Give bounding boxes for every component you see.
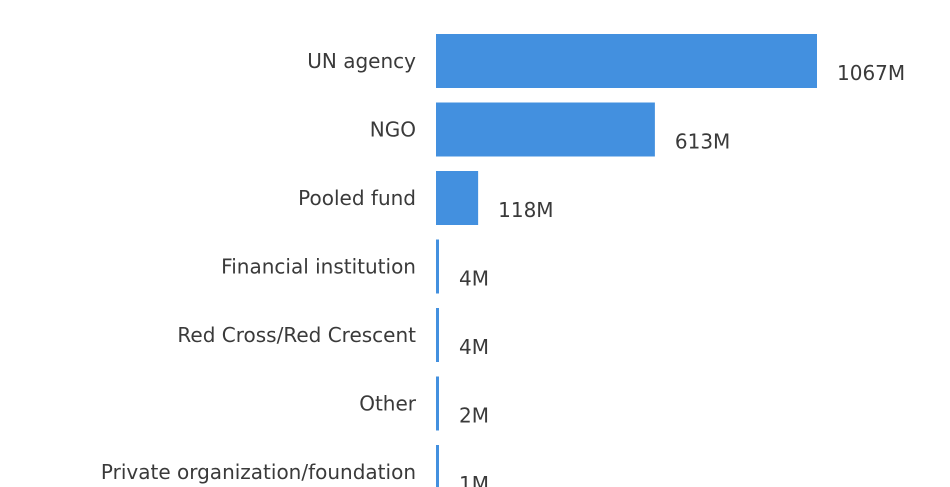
category-label: Pooled fund xyxy=(298,186,416,210)
bar xyxy=(436,239,439,294)
bar xyxy=(436,102,655,157)
category-label: UN agency xyxy=(307,49,416,73)
value-label: 4M xyxy=(459,267,489,291)
bar-row: Other 2M xyxy=(359,376,489,431)
bar xyxy=(436,34,817,88)
category-label: Private organization/foundation xyxy=(101,460,416,484)
category-label: Financial institution xyxy=(221,255,416,279)
value-label: 2M xyxy=(459,404,489,428)
value-label: 1M xyxy=(459,472,489,487)
value-label: 613M xyxy=(675,130,730,154)
bar-row: NGO 613M xyxy=(370,102,730,157)
bar xyxy=(436,445,439,487)
bar-row: Private organization/foundation 1M xyxy=(101,445,489,487)
category-label: Red Cross/Red Crescent xyxy=(177,323,416,347)
bar-row: Red Cross/Red Crescent 4M xyxy=(177,308,489,362)
category-label: NGO xyxy=(370,118,416,142)
bar xyxy=(436,308,439,362)
value-label: 4M xyxy=(459,335,489,359)
value-label: 118M xyxy=(498,198,553,222)
bar-row: UN agency 1067M xyxy=(307,34,905,88)
value-label: 1067M xyxy=(837,61,905,85)
bar xyxy=(436,376,439,431)
category-label: Other xyxy=(359,392,417,416)
bar-row: Pooled fund 118M xyxy=(298,171,554,225)
bar-row: Financial institution 4M xyxy=(221,239,489,294)
bar xyxy=(436,171,479,225)
